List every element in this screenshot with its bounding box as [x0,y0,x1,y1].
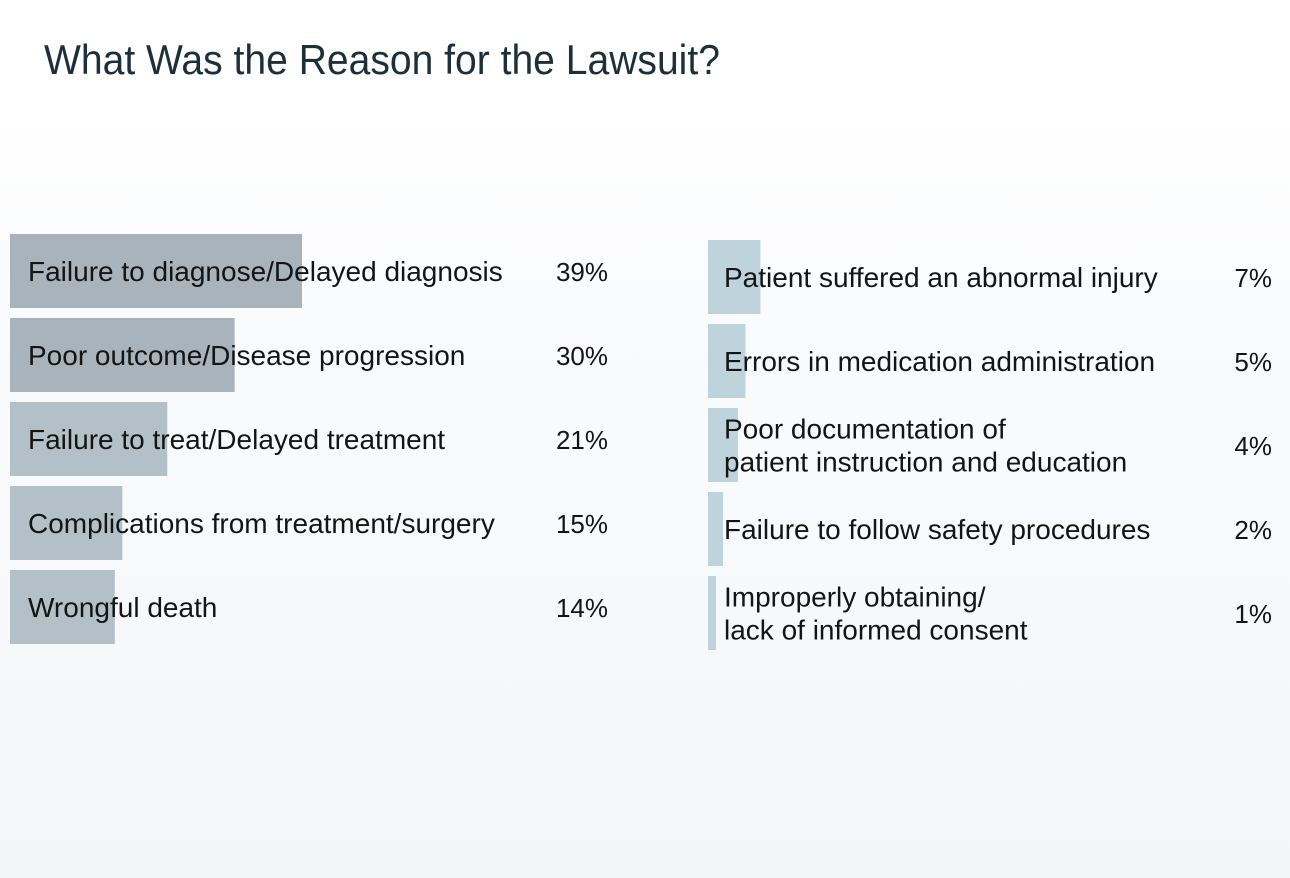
bar [10,486,123,560]
bar-value-label: 30% [556,341,608,371]
bar [708,492,723,566]
bar-label: Improperly obtaining/lack of informed co… [724,582,1028,646]
bar-value-label: 21% [556,425,608,455]
bar-value-label: 39% [556,257,608,287]
bar [708,576,716,650]
bar-label: Complications from treatment/surgery [28,508,495,539]
bar [10,570,115,644]
bar-label: Poor outcome/Disease progression [28,340,465,371]
bar-label: Failure to treat/Delayed treatment [28,424,445,455]
bar-label: Patient suffered an abnormal injury [724,262,1158,293]
bar [10,234,302,308]
bar-value-label: 14% [556,593,608,623]
bars-group: Failure to diagnose/Delayed diagnosis 39%… [10,234,1272,650]
bar-label: Errors in medication administration [724,346,1155,377]
bar [708,240,761,314]
bar-label: Failure to diagnose/Delayed diagnosis [28,256,503,287]
bar-label: Failure to follow safety procedures [724,514,1150,545]
bar [10,402,168,476]
bar-label: Wrongful death [28,592,217,623]
bar-value-label: 5% [1234,347,1272,377]
bar-value-label: 7% [1234,263,1272,293]
chart-title: What Was the Reason for the Lawsuit? [44,36,720,83]
bar-value-label: 4% [1234,431,1272,461]
bar [708,324,746,398]
bar [708,408,738,482]
bar-value-label: 2% [1234,515,1272,545]
bar-label: Poor documentation of patient instruction… [724,414,1127,478]
bar-value-label: 15% [556,509,608,539]
bar-value-label: 1% [1234,599,1272,629]
bar [10,318,235,392]
